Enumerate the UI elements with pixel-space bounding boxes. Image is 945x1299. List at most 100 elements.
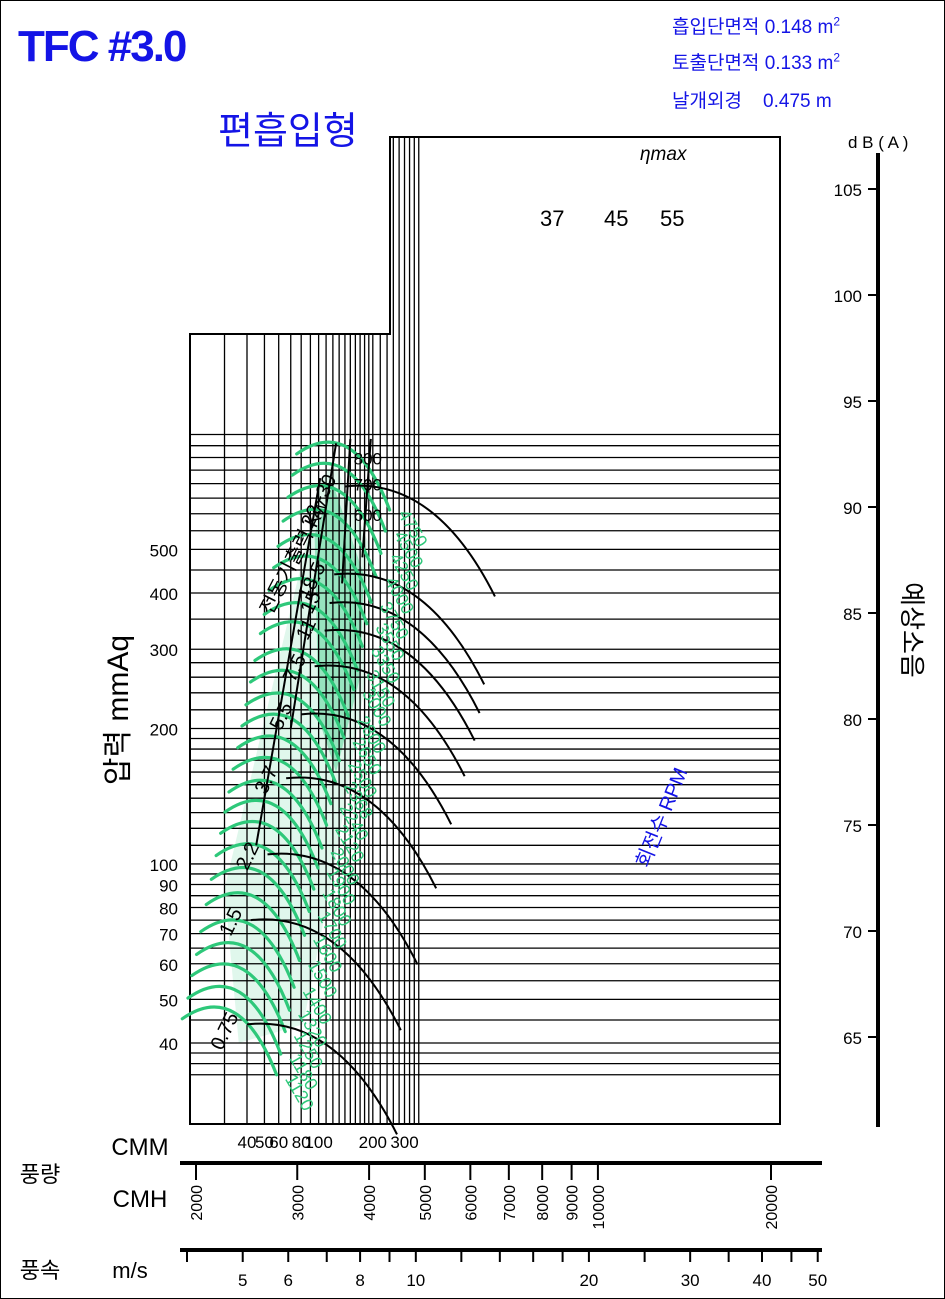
y-tick-label: 40 <box>159 1035 178 1054</box>
x-tick-label: 100 <box>304 1133 332 1152</box>
velocity-tick-label: 8 <box>355 1271 364 1290</box>
rpm-curve <box>209 865 307 937</box>
airflow-title: 풍량 <box>20 1162 60 1187</box>
x-axis-title: CMM <box>111 1134 168 1161</box>
y-tick-label: 300 <box>150 641 178 660</box>
spec-discharge-area: 토출단면적 0.133 m2 <box>672 50 841 74</box>
rpm-curve <box>180 1005 279 1077</box>
noise-tick-label: 90 <box>843 499 862 518</box>
rpm-curve <box>186 984 283 1056</box>
velocity-tick-label: 50 <box>808 1271 827 1290</box>
velocity-tick-label: 6 <box>284 1271 293 1290</box>
noise-tick-label: 85 <box>843 605 862 624</box>
model-title: TFC #3.0 <box>18 22 187 71</box>
rpm-curve <box>253 647 350 719</box>
velocity-tick-label: 20 <box>579 1271 598 1290</box>
efficiency-line <box>361 438 372 558</box>
cmh-tick-label: 8000 <box>535 1185 552 1221</box>
motor-output-curve <box>301 712 453 825</box>
y-tick-label: 400 <box>150 585 178 604</box>
rpm-curve <box>244 691 342 763</box>
y-tick-label: 600 <box>354 506 382 525</box>
efficiency-label: 45 <box>604 206 628 231</box>
noise-tick-label: 95 <box>843 393 862 412</box>
rpm-curve <box>227 778 324 850</box>
noise-unit: d B ( A ) <box>848 133 908 152</box>
motor-output-curve <box>286 776 438 889</box>
rpm-curve <box>190 962 287 1034</box>
velocity-axis-title: m/s <box>112 1258 147 1283</box>
y-tick-label: 500 <box>150 541 178 560</box>
y-tick-label: 50 <box>159 991 178 1010</box>
cmh-tick-label: 5000 <box>418 1185 435 1221</box>
cmh-tick-label: 20000 <box>764 1185 781 1230</box>
rpm-curve <box>204 891 302 963</box>
efficiency-lines <box>255 438 372 846</box>
noise-tick-label: 100 <box>834 287 862 306</box>
noise-tick-label: 80 <box>843 711 862 730</box>
rpm-curve <box>290 461 388 533</box>
efficiency-line <box>255 477 322 846</box>
cmh-axis-title: CMH <box>113 1186 168 1213</box>
noise-tick-label: 105 <box>834 181 862 200</box>
rpm-curves <box>180 440 392 1077</box>
cmh-tick-label: 7000 <box>502 1185 519 1221</box>
plot-border <box>189 136 781 1125</box>
efficiency-title: ηmax <box>640 144 688 165</box>
rpm-curve <box>262 601 360 672</box>
spec-impeller-diameter: 날개외경 0.475 m <box>672 91 832 112</box>
velocity-tick-label: 30 <box>681 1271 700 1290</box>
rpm-curve <box>219 819 316 891</box>
cmh-tick-label: 2000 <box>189 1185 206 1221</box>
noise-tick-label: 70 <box>843 923 862 942</box>
spec-suction-area: 흡입단면적 0.148 m2 <box>672 14 841 38</box>
cmh-tick-label: 10000 <box>591 1185 608 1230</box>
velocity-title: 풍속 <box>20 1258 60 1283</box>
y-tick-label: 200 <box>150 720 178 739</box>
cmh-tick-label: 3000 <box>290 1185 307 1221</box>
x-tick-label: 80 <box>292 1133 311 1152</box>
x-tick-label: 200 <box>359 1133 387 1152</box>
y-axis-title: 압력 mmAq <box>102 635 135 785</box>
velocity-tick-label: 40 <box>753 1271 772 1290</box>
y-tick-label: 80 <box>159 900 178 919</box>
rpm-curve <box>258 620 356 692</box>
efficiency-label: 55 <box>660 206 684 231</box>
motor-output-curve <box>314 664 466 777</box>
x-tick-label: 50 <box>255 1133 274 1152</box>
intake-type: 편흡입형 <box>218 111 358 153</box>
y-tick-label: 800 <box>354 450 382 469</box>
velocity-tick-label: 5 <box>238 1271 247 1290</box>
noise-tick-label: 75 <box>843 817 862 836</box>
rpm-curve <box>214 842 311 914</box>
motor-curves <box>246 484 496 1135</box>
cmh-tick-label: 6000 <box>463 1185 480 1221</box>
rpm-curve <box>236 734 333 806</box>
motor-output-curve <box>324 628 476 742</box>
rpm-curve <box>286 484 383 555</box>
motor-output-curve <box>267 852 419 965</box>
noise-tick-label: 65 <box>843 1029 862 1048</box>
motor-output-curve <box>250 918 402 1031</box>
y-tick-label: 100 <box>150 856 178 875</box>
rpm-curve <box>281 507 378 579</box>
rpm-curve <box>240 712 337 784</box>
cmh-tick-label: 9000 <box>565 1185 582 1221</box>
y-tick-label: 90 <box>159 877 178 896</box>
efficiency-label: 37 <box>540 206 564 231</box>
y-tick-label: 60 <box>159 956 178 975</box>
rpm-axis-title: 회전수 RPM <box>632 764 693 870</box>
rpm-curve <box>248 668 346 740</box>
y-tick-label: 700 <box>354 476 382 495</box>
efficiency-line <box>341 438 352 584</box>
x-tick-label: 300 <box>390 1133 418 1152</box>
x-tick-label: 60 <box>269 1133 288 1152</box>
rpm-curve <box>199 918 296 989</box>
rpm-curve <box>295 440 392 512</box>
rpm-curve <box>267 577 364 648</box>
motor-output-curve <box>334 572 486 685</box>
motor-output-curve <box>344 484 496 597</box>
motor-output-curve <box>329 601 481 714</box>
velocity-tick-label: 10 <box>406 1271 425 1290</box>
